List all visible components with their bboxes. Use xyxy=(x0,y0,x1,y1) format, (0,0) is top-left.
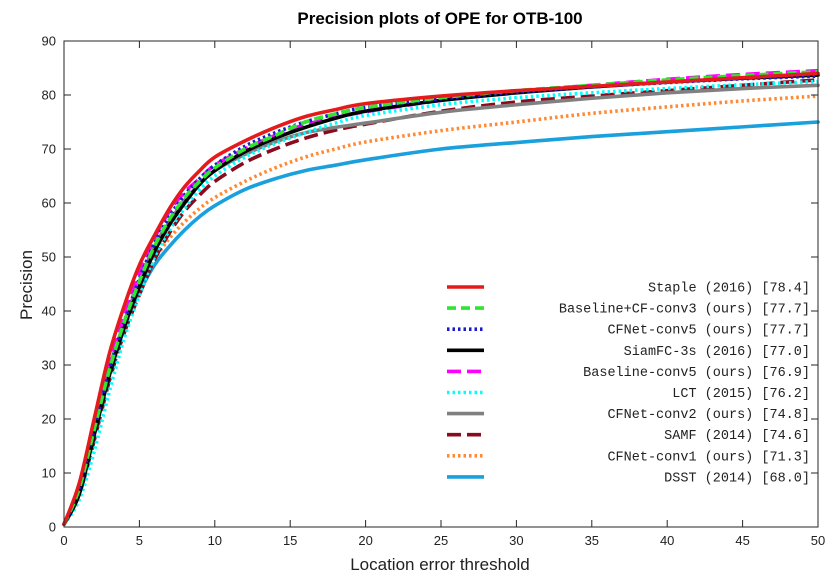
y-tick-label: 10 xyxy=(42,466,56,481)
x-tick-label: 30 xyxy=(509,533,523,548)
legend-entry-cfnet-conv2-ours-74-8: CFNet-conv2 (ours) [74.8] xyxy=(447,408,810,423)
x-tick-label: 40 xyxy=(660,533,674,548)
legend-label: CFNet-conv2 (ours) [74.8] xyxy=(607,408,810,423)
legend-entry-baseline-cf-conv3-ours-77-7: Baseline+CF-conv3 (ours) [77.7] xyxy=(447,303,810,318)
x-tick-label: 50 xyxy=(811,533,825,548)
legend-entry-dsst-2014-68-0: DSST (2014) [68.0] xyxy=(447,471,810,486)
legend-label: SiamFC-3s (2016) [77.0] xyxy=(624,345,810,360)
legend-entry-lct-2015-76-2: LCT (2015) [76.2] xyxy=(447,387,810,402)
x-tick-label: 25 xyxy=(434,533,448,548)
series-line-lct-2015-76-2 xyxy=(62,79,819,526)
y-tick-label: 80 xyxy=(42,88,56,103)
y-tick-label: 70 xyxy=(42,142,56,157)
legend-entry-cfnet-conv5-ours-77-7: CFNet-conv5 (ours) [77.7] xyxy=(447,324,810,339)
x-tick-label: 15 xyxy=(283,533,297,548)
legend-label: SAMF (2014) [74.6] xyxy=(664,429,810,444)
y-tick-label: 20 xyxy=(42,412,56,427)
axes-layer: 0 5 10 15 20 25 30 35 40 45 50 0 10 20 30 40 50 60 70 80 90 xyxy=(42,34,826,549)
x-axis-label: Location error threshold xyxy=(350,555,530,574)
legend-label: Baseline-conv5 (ours) [76.9] xyxy=(583,366,810,381)
y-tick-label: 60 xyxy=(42,196,56,211)
series-line-cfnet-conv5-ours-77-7 xyxy=(62,74,819,526)
legend-entry-baseline-conv5-ours-76-9: Baseline-conv5 (ours) [76.9] xyxy=(447,366,810,381)
legend-entry-samf-2014-74-6: SAMF (2014) [74.6] xyxy=(447,429,810,444)
plot-background xyxy=(64,41,818,527)
y-tick-label: 50 xyxy=(42,250,56,265)
legend-label: DSST (2014) [68.0] xyxy=(664,471,810,486)
y-tick-label: 0 xyxy=(49,520,56,535)
y-tick-label: 90 xyxy=(42,34,56,49)
legend-entry-cfnet-conv1-ours-71-3: CFNet-conv1 (ours) [71.3] xyxy=(447,450,810,465)
x-tick-label: 20 xyxy=(358,533,372,548)
legend-label: Staple (2016) [78.4] xyxy=(648,282,810,297)
legend-label: CFNet-conv5 (ours) [77.7] xyxy=(607,324,810,339)
series-line-staple-2016-78-4 xyxy=(62,71,820,527)
legend: Staple (2016) [78.4] Baseline+CF-conv3 (o… xyxy=(447,282,810,486)
y-tick-label: 40 xyxy=(42,304,56,319)
series-layer xyxy=(62,68,820,527)
legend-label: CFNet-conv1 (ours) [71.3] xyxy=(607,450,810,465)
x-tick-label: 0 xyxy=(60,533,67,548)
y-tick-label: 30 xyxy=(42,358,56,373)
x-tick-label: 35 xyxy=(585,533,599,548)
legend-label: Baseline+CF-conv3 (ours) [77.7] xyxy=(559,303,810,318)
series-line-baseline-cf-conv3-ours-77-7 xyxy=(62,69,819,526)
chart-title: Precision plots of OPE for OTB-100 xyxy=(297,9,582,28)
x-tick-label: 45 xyxy=(735,533,749,548)
legend-entry-staple-2016-78-4: Staple (2016) [78.4] xyxy=(447,282,810,297)
y-axis-label: Precision xyxy=(17,250,36,320)
legend-label: LCT (2015) [76.2] xyxy=(672,387,810,402)
legend-entry-siamfc-3s-2016-77-0: SiamFC-3s (2016) [77.0] xyxy=(447,345,810,360)
x-tick-label: 10 xyxy=(208,533,222,548)
x-tick-label: 5 xyxy=(136,533,143,548)
plot-area xyxy=(64,41,818,527)
